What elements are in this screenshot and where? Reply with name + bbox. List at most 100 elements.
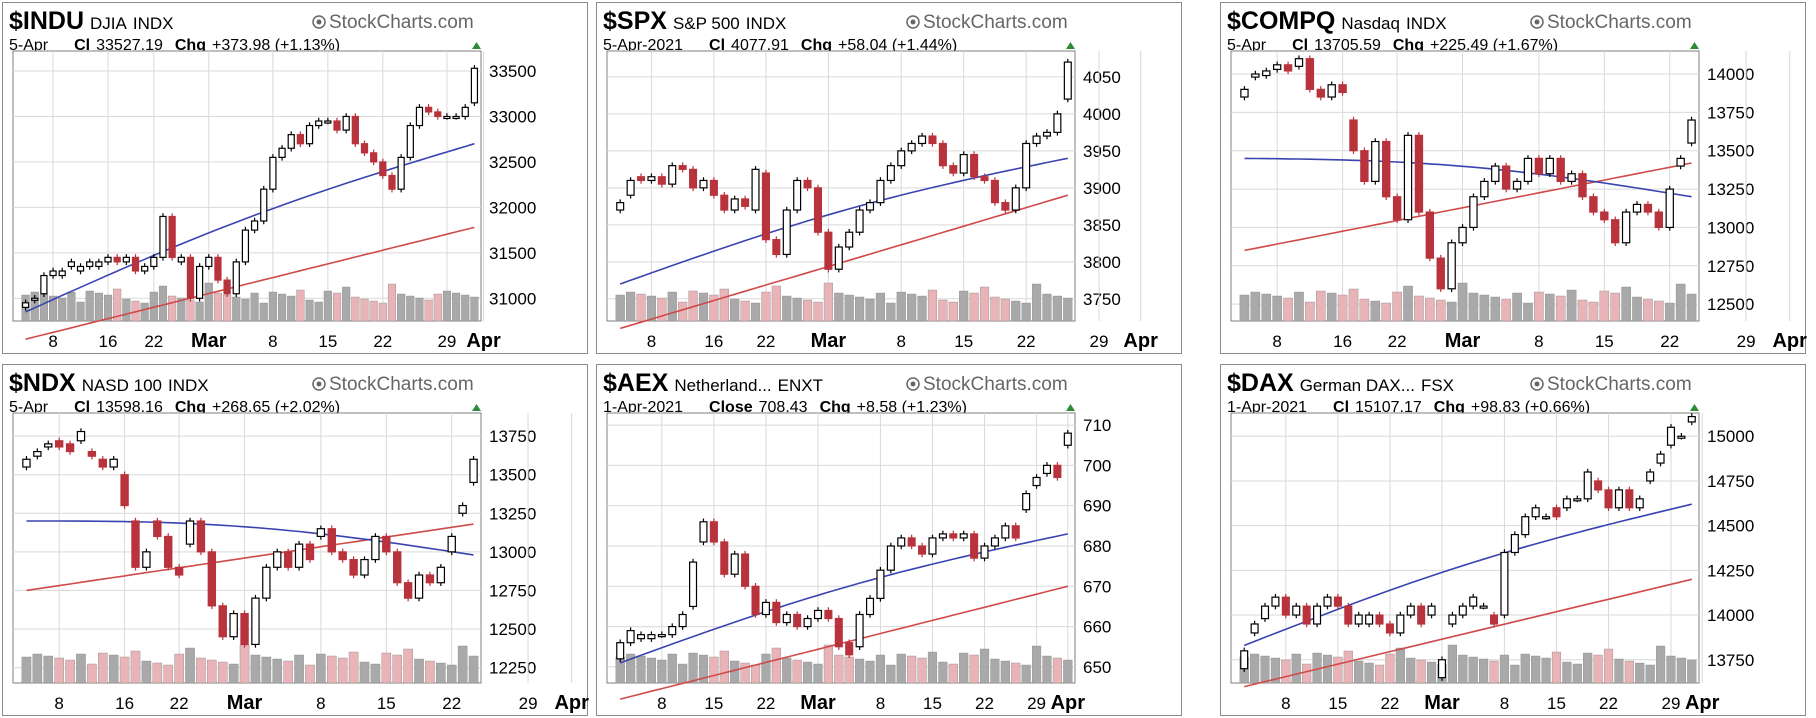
volume-bar — [1370, 300, 1381, 322]
candle-body — [1302, 605, 1311, 625]
volume-bar — [875, 654, 886, 684]
volume-bar — [327, 655, 337, 684]
candle-body — [452, 115, 460, 120]
chart-chg-label: Chg — [1434, 399, 1465, 416]
candle-body — [1594, 480, 1603, 491]
candle-body — [803, 617, 812, 628]
volume-bar — [615, 294, 625, 322]
candle-body — [834, 246, 843, 270]
x-tick-label: Apr — [1051, 692, 1086, 714]
candle-body — [142, 551, 151, 568]
candle-body — [1316, 88, 1325, 98]
volume-bar — [1416, 659, 1426, 684]
candle-body — [241, 229, 250, 263]
candle-body — [928, 537, 937, 555]
ma-fast-line — [619, 157, 1068, 285]
candle-body — [689, 561, 698, 608]
candle-body — [1552, 507, 1561, 518]
volume-bar — [667, 653, 677, 684]
candle-body — [1042, 131, 1052, 137]
candle-body — [360, 143, 369, 154]
x-tick-label: 22 — [442, 694, 461, 713]
volume-bar — [1572, 663, 1582, 684]
panel-ndx[interactable]: $NDX NASD 100 INDX StockCharts.com 5-Apr Cl 13… — [2, 364, 589, 716]
x-tick-label: 16 — [704, 332, 723, 351]
x-tick-label: 15 — [923, 694, 942, 713]
candle-body — [959, 153, 968, 174]
candle-body — [990, 537, 999, 547]
candle-body — [1251, 73, 1260, 78]
candle-body — [1305, 58, 1315, 90]
candle-body — [1385, 623, 1394, 634]
x-tick-label: 29 — [1090, 332, 1109, 351]
candle-body — [1531, 507, 1540, 518]
volume-bar — [163, 664, 173, 684]
candle-body — [1573, 498, 1582, 502]
panel-indu[interactable]: $INDU DJIA INDX StockCharts.com 5-Apr Cl 33527… — [2, 2, 588, 354]
candle-body — [324, 120, 332, 124]
volume-bar — [1239, 294, 1250, 322]
candle-body — [1677, 435, 1686, 439]
volume-bar — [316, 653, 326, 684]
candle-body — [287, 134, 295, 149]
candle-body — [470, 67, 479, 104]
chart-chg-value: +268.65 (+2.02%) — [212, 399, 340, 416]
volume-bar — [802, 661, 813, 684]
candle-body — [1611, 219, 1620, 244]
candle-body — [1665, 188, 1674, 229]
chart-date: 5-Apr — [1227, 37, 1267, 54]
candle-body — [949, 533, 958, 539]
y-tick-label: 4000 — [1083, 105, 1121, 124]
volume-bar — [217, 661, 228, 684]
panel-spx[interactable]: $SPX S&P 500 INDX StockCharts.com 5-Apr-2021… — [596, 2, 1182, 354]
volume-bar — [823, 644, 833, 684]
candle-body — [174, 566, 184, 576]
volume-bar — [32, 653, 43, 684]
volume-bar — [1425, 297, 1435, 322]
candle-body — [990, 179, 999, 204]
x-tick-label: Mar — [811, 330, 847, 352]
volume-bar — [1457, 282, 1468, 322]
y-tick-label: 14000 — [1707, 65, 1754, 84]
candle-body — [1053, 464, 1062, 479]
panel-compq[interactable]: $COMPQ Nasdaq INDX StockCharts.com 5-Apr Cl 13… — [1220, 2, 1807, 354]
candle-body — [1250, 623, 1259, 634]
volume-bar — [1283, 297, 1293, 322]
candle-body — [370, 152, 378, 163]
volume-bar — [1566, 289, 1577, 322]
volume-bar — [1541, 657, 1551, 684]
volume-bar — [232, 296, 241, 322]
y-tick-label: 33500 — [489, 62, 536, 81]
candle-body — [782, 209, 791, 256]
volume-bar — [287, 295, 296, 322]
candle-body — [1479, 605, 1488, 609]
candle-body — [250, 220, 259, 231]
candle-body — [1053, 113, 1062, 133]
x-tick-label: 22 — [373, 332, 392, 351]
volume-bar — [1374, 664, 1385, 684]
chart-chg-label: Chg — [820, 399, 851, 416]
volume-bar — [646, 295, 657, 322]
volume-bar — [1479, 294, 1490, 322]
candle-body — [1512, 180, 1522, 190]
candle-body — [1427, 605, 1436, 616]
volume-bar — [1510, 664, 1520, 684]
volume-bar — [1675, 283, 1686, 322]
candle-body — [283, 551, 293, 568]
volume-bar — [1512, 292, 1522, 322]
candle-body — [360, 558, 369, 576]
candle-body — [113, 256, 121, 263]
volume-bar — [177, 297, 186, 322]
stockcharts-logo-icon — [906, 15, 920, 29]
candle-body — [49, 270, 57, 277]
candle-body — [751, 168, 760, 211]
candle-body — [131, 256, 140, 272]
candle-body — [678, 165, 687, 170]
panel-aex[interactable]: $AEX Netherland... ENXT StockCharts.com 1-Ap… — [596, 364, 1182, 716]
panel-dax[interactable]: $DAX German DAX... FSX StockCharts.com 1-Apr… — [1220, 364, 1806, 716]
candle-body — [751, 585, 760, 616]
volume-bar — [896, 291, 906, 322]
y-tick-label: 680 — [1083, 537, 1111, 556]
volume-bar — [907, 293, 917, 322]
x-tick-label: 29 — [1737, 332, 1756, 351]
